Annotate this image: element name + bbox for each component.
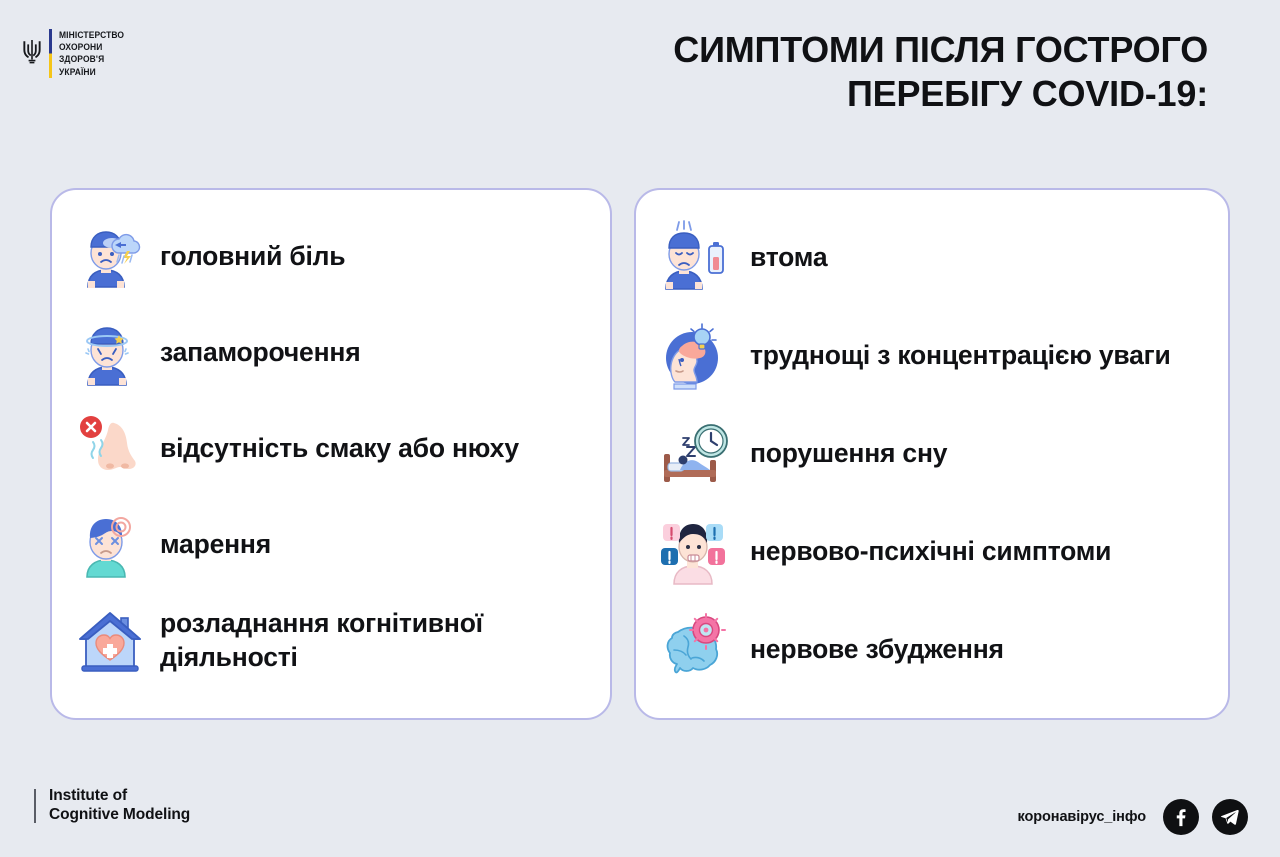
symptom-item: запаморочення: [74, 304, 586, 400]
symptom-item: нервово-психічні симптоми: [658, 502, 1204, 600]
symptom-label: відсутність смаку або нюху: [160, 433, 519, 463]
page-title-line-2: ПЕРЕБІГУ COVID-19:: [846, 73, 1208, 114]
sleep-disorder-bed-clock-icon: [658, 414, 730, 492]
symptom-label: нервове збудження: [750, 634, 1004, 664]
symptom-label: втома: [750, 242, 828, 272]
concentration-brain-bulb-icon: [658, 316, 730, 394]
header: МІНІСТЕРСТВО ОХОРОНИ ЗДОРОВ'Я УКРАЇНИ СИ…: [0, 0, 1280, 140]
page-title-line-1: СИМПТОМИ ПІСЛЯ ГОСТРОГО: [673, 29, 1208, 70]
institute-logo: Institute of Cognitive Modeling: [34, 787, 190, 824]
institute-line-2: Cognitive Modeling: [49, 805, 191, 823]
ministry-line-4: УКРАЇНИ: [59, 66, 96, 77]
dizziness-stars-icon: [74, 313, 146, 391]
neuropsychiatric-alerts-icon: [658, 512, 730, 590]
symptom-label: нервово-психічні симптоми: [750, 536, 1112, 566]
ukraine-trident-icon: [23, 40, 41, 64]
telegram-icon[interactable]: [1212, 799, 1248, 835]
symptom-item: труднощі з концентрацією уваги: [658, 306, 1204, 404]
symptom-label: порушення сну: [750, 438, 948, 468]
symptom-cards: головний біль: [50, 188, 1230, 720]
fatigue-low-battery-icon: [658, 218, 730, 296]
symptom-item: головний біль: [74, 208, 586, 304]
cognitive-house-heart-icon: [74, 601, 146, 679]
symptom-label: запаморочення: [160, 337, 361, 367]
symptom-label: головний біль: [160, 241, 346, 271]
social-handle-label: коронавірус_інфо: [1017, 809, 1147, 825]
social-links: коронавірус_інфо: [1018, 799, 1248, 835]
ministry-name: МІНІСТЕРСТВО ОХОРОНИ ЗДОРОВ'Я УКРАЇНИ: [59, 28, 130, 78]
logo-flag-bar: [49, 29, 52, 78]
no-smell-nose-icon: [74, 409, 146, 487]
symptom-item: марення: [74, 496, 586, 592]
ministry-line-2: ОХОРОНИ: [59, 42, 103, 53]
symptom-label: труднощі з концентрацією уваги: [750, 340, 1171, 370]
institute-line-1: Institute of: [49, 787, 128, 804]
symptom-item: втома: [658, 208, 1204, 306]
symptom-item: порушення сну: [658, 404, 1204, 502]
symptom-card-right: втома труднощі з концентрацією уваг: [634, 188, 1230, 720]
symptom-item: нервове збудження: [658, 600, 1204, 698]
facebook-icon[interactable]: [1163, 799, 1199, 835]
symptom-label: марення: [160, 529, 271, 559]
delirium-dizzy-face-icon: [74, 505, 146, 583]
ministry-line-1: МІНІСТЕРСТВО: [59, 30, 125, 40]
ministry-logo: МІНІСТЕРСТВО ОХОРОНИ ЗДОРОВ'Я УКРАЇНИ: [22, 28, 130, 78]
symptom-label: розладнання когнітивної діяльності: [160, 608, 483, 672]
institute-divider: [34, 788, 36, 823]
symptom-item: відсутність смаку або нюху: [74, 400, 586, 496]
symptom-item: розладнання когнітивної діяльності: [74, 592, 586, 688]
headache-storm-cloud-icon: [74, 217, 146, 295]
ministry-line-3: ЗДОРОВ'Я: [59, 54, 105, 65]
nervous-excitation-brain-icon: [658, 610, 730, 688]
symptom-card-left: головний біль: [50, 188, 612, 720]
page-title: СИМПТОМИ ПІСЛЯ ГОСТРОГО ПЕРЕБІГУ COVID-1…: [673, 28, 1208, 116]
footer: Institute of Cognitive Modeling коронаві…: [0, 747, 1280, 857]
